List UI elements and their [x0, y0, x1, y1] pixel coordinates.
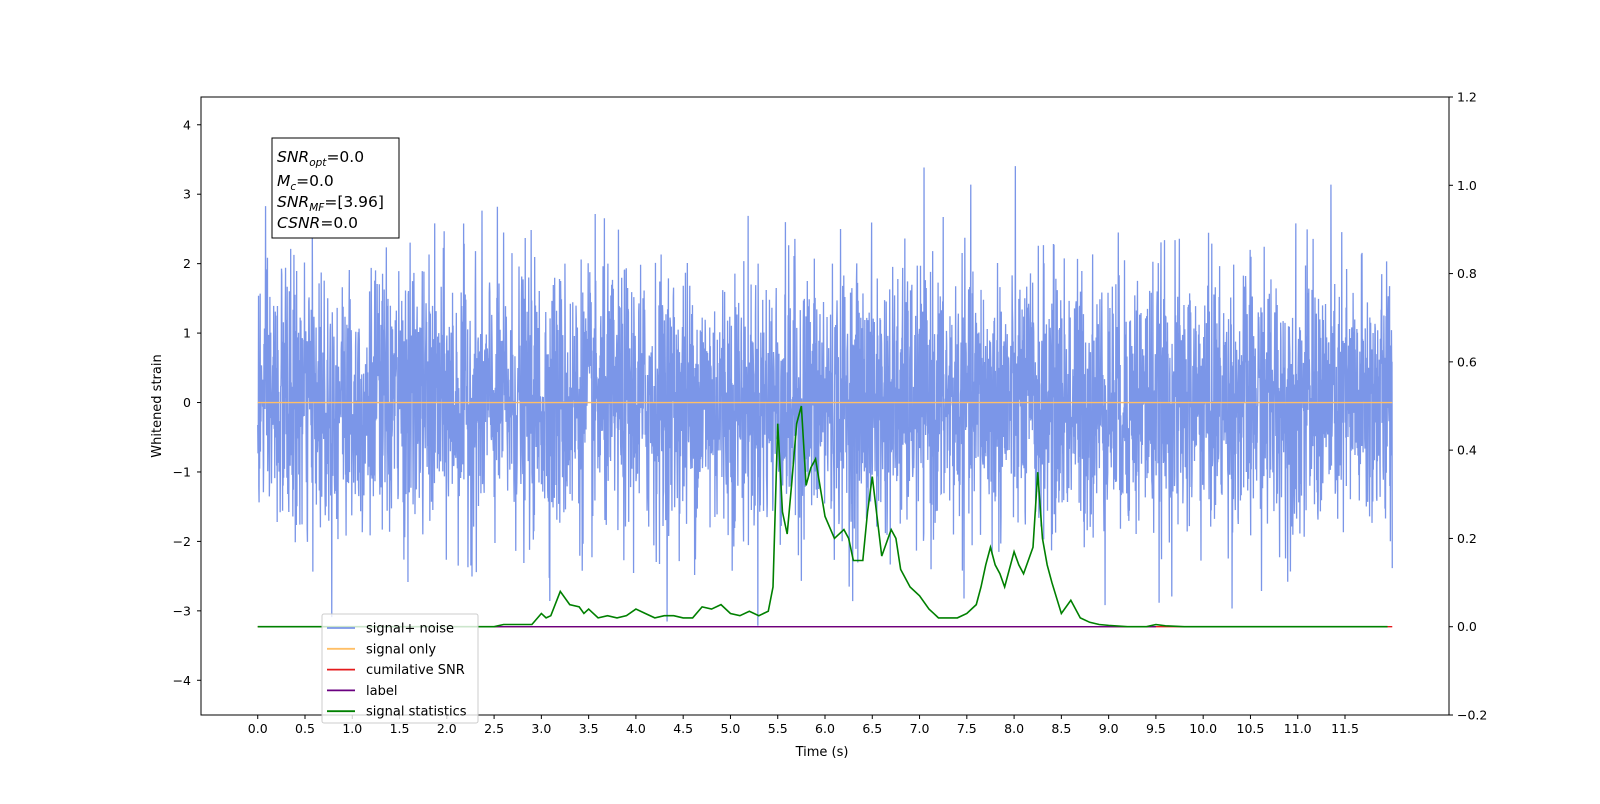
x-tick-label: 10.0 — [1189, 721, 1217, 736]
x-tick-label: 1.5 — [390, 721, 410, 736]
x-tick-label: 8.5 — [1051, 721, 1071, 736]
annotation-mc: Mc=0.0 — [277, 172, 334, 193]
x-tick-label: 5.5 — [768, 721, 788, 736]
x-tick-label: 5.0 — [721, 721, 741, 736]
annotation-csnr-value: =0.0 — [320, 214, 358, 232]
x-tick-label: 11.0 — [1284, 721, 1312, 736]
legend-entry: signal+ noise — [366, 622, 454, 637]
annotation-csnr: CSNR=0.0 — [277, 214, 358, 232]
legend-entry: label — [366, 684, 397, 699]
x-tick-label: 8.0 — [1004, 721, 1024, 736]
y2-tick-label: 0.0 — [1457, 619, 1477, 634]
annotation-box: SNRopt=0.0 Mc=0.0 SNRMF=[3.96] CSNR=0.0 — [271, 137, 400, 239]
x-tick-label: 2.5 — [484, 721, 504, 736]
series-line-signal-noise — [257, 166, 1393, 626]
annotation-mc-value: =0.0 — [296, 172, 334, 190]
y-tick-label: 0 — [183, 395, 191, 410]
legend-frame — [321, 613, 479, 724]
legend-entry: cumilative SNR — [366, 663, 465, 678]
y-tick-label: 1 — [183, 326, 191, 341]
legend: signal+ noise signal only cumilative SNR la… — [321, 613, 479, 724]
x-tick-label: 2.0 — [437, 721, 457, 736]
x-tick-label: 11.5 — [1331, 721, 1359, 736]
x-axis-label: Time (s) — [795, 745, 849, 760]
annotation-snr-opt-symbol: SNR — [277, 148, 309, 166]
legend-items: signal+ noise signal only cumilative SNR la… — [327, 622, 467, 720]
x-tick-label: 0.0 — [248, 721, 268, 736]
annotation-snr-mf-subscript: MF — [309, 202, 325, 214]
x-tick-label: 6.5 — [862, 721, 882, 736]
annotation-snr-mf: SNRMF=[3.96] — [277, 193, 384, 214]
y-axis-label: Whitened strain — [150, 354, 165, 457]
annotation-snr-opt: SNRopt=0.0 — [277, 148, 364, 169]
x-tick-label: 10.5 — [1237, 721, 1265, 736]
x-tick-label: 9.5 — [1146, 721, 1166, 736]
x-tick-label: 0.5 — [295, 721, 315, 736]
y-tick-label: −3 — [173, 603, 191, 618]
annotation-snr-opt-subscript: opt — [309, 157, 327, 169]
x-tick-label: 7.0 — [910, 721, 930, 736]
y-tick-label: 3 — [183, 187, 191, 202]
annotation-snr-mf-symbol: SNR — [277, 193, 309, 211]
x-tick-label: 6.0 — [815, 721, 835, 736]
y2-tick-label: 0.4 — [1457, 443, 1477, 458]
x-tick-label: 4.0 — [626, 721, 646, 736]
x-tick-label: 7.5 — [957, 721, 977, 736]
y-tick-label: −4 — [173, 673, 191, 688]
y2-tick-label: 0.6 — [1457, 354, 1477, 369]
series-line-4 — [257, 405, 1388, 628]
x-tick-label: 3.5 — [579, 721, 599, 736]
y-axis-right: 1.2 1.0 0.8 0.6 0.4 0.2 0.0 −0.2 — [1449, 90, 1487, 723]
legend-entry: signal only — [366, 642, 436, 657]
legend-entry: signal statistics — [366, 705, 467, 720]
annotation-mc-subscript: c — [290, 181, 296, 193]
annotation-csnr-symbol: CSNR — [277, 214, 320, 232]
annotation-snr-opt-value: =0.0 — [326, 148, 364, 166]
x-tick-label: 9.0 — [1099, 721, 1119, 736]
y2-tick-label: −0.2 — [1457, 708, 1487, 723]
y-tick-label: −1 — [173, 464, 191, 479]
y-tick-label: 2 — [183, 256, 191, 271]
annotation-mc-symbol: M — [277, 172, 290, 190]
annotation-snr-mf-value: =[3.96] — [324, 193, 384, 211]
x-tick-label: 4.5 — [673, 721, 693, 736]
y2-tick-label: 0.2 — [1457, 531, 1477, 546]
annotation-frame — [271, 137, 400, 239]
x-tick-label: 1.0 — [342, 721, 362, 736]
y-tick-label: 4 — [183, 117, 191, 132]
y-axis-left: 4 3 2 1 0 −1 −2 −3 −4 — [173, 117, 201, 688]
y-tick-label: −2 — [173, 534, 191, 549]
y2-tick-label: 1.2 — [1457, 90, 1477, 105]
y2-tick-label: 0.8 — [1457, 266, 1477, 281]
x-tick-label: 3.0 — [531, 721, 551, 736]
x-axis: 0.0 0.5 1.0 1.5 2.0 2.5 3.0 3.5 4.0 4.5 5.0 5.5 6.0 6… — [248, 715, 1359, 736]
y2-tick-label: 1.0 — [1457, 178, 1477, 193]
